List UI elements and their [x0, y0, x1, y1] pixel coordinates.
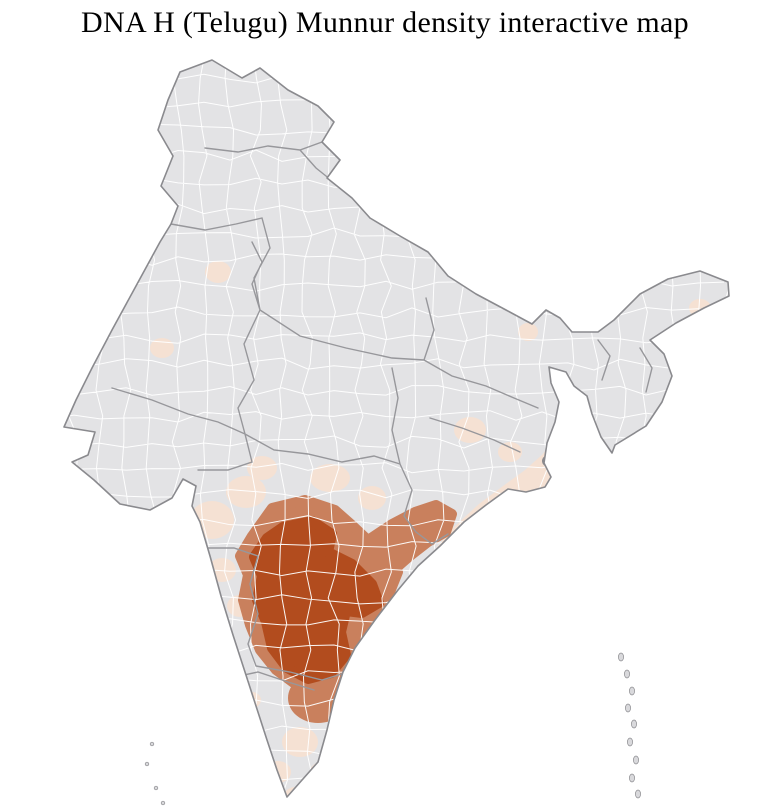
andaman-island — [631, 719, 637, 729]
andaman-island — [618, 652, 624, 662]
region-maharashtra-low-2[interactable] — [226, 476, 266, 508]
andaman-island — [635, 789, 641, 799]
map-title: DNA H (Telugu) Munnur density interactiv… — [81, 6, 689, 39]
region-maharashtra-low-1[interactable] — [190, 501, 234, 539]
andaman-island — [625, 703, 631, 713]
andaman-island — [629, 773, 635, 783]
andaman-island — [627, 737, 633, 747]
region-bengal-low[interactable] — [498, 442, 522, 462]
region-delhi-low[interactable] — [205, 261, 231, 283]
region-jharkhand-low[interactable] — [454, 417, 486, 443]
landmass-base — [64, 60, 729, 797]
andaman-island — [624, 669, 630, 679]
region-vidarbha-low[interactable] — [310, 464, 350, 492]
andaman-island — [629, 686, 635, 696]
region-north-bengal-low[interactable] — [518, 323, 538, 341]
lakshadweep-island — [144, 761, 150, 767]
lakshadweep-island — [149, 741, 155, 747]
andaman-island — [633, 755, 639, 765]
state-borders — [111, 141, 653, 785]
lakshadweep-island — [160, 800, 166, 806]
region-rajasthan-low[interactable] — [150, 338, 174, 358]
lakshadweep-island — [153, 785, 159, 791]
region-tamilnadu-low-3[interactable] — [310, 762, 334, 782]
india-landmass — [64, 60, 729, 797]
region-chhattisgarh-low[interactable] — [358, 486, 386, 510]
region-khandesh-low[interactable] — [247, 456, 277, 480]
country-outline — [63, 59, 730, 798]
